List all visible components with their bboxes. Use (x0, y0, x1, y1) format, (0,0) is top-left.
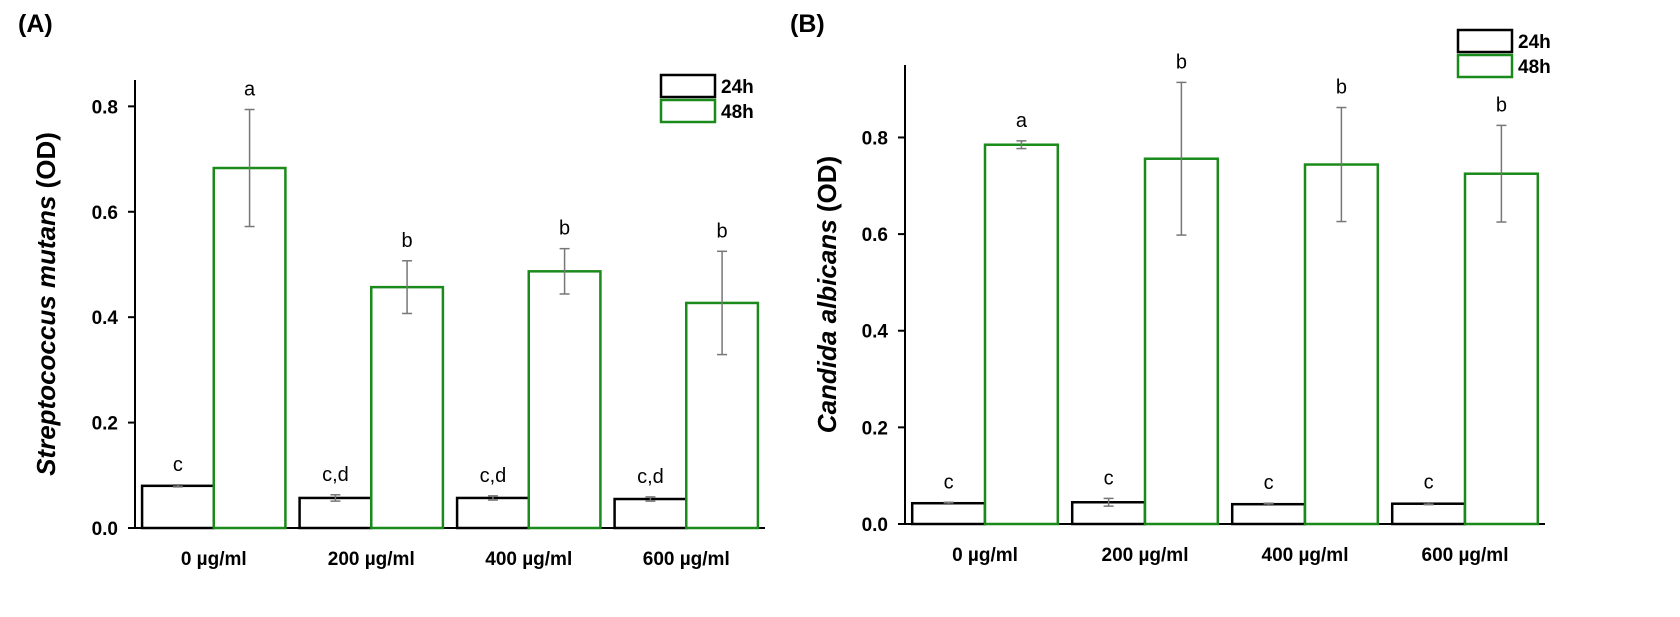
bar-48h-1 (370, 285, 445, 530)
x-tick-label: 600 µg/ml (1422, 545, 1509, 566)
y-tick-label: 0.8 (862, 128, 888, 149)
significance-letter: b (1336, 77, 1347, 99)
x-tick-label: 200 µg/ml (328, 549, 415, 570)
y-tick-label: 0.0 (92, 519, 118, 540)
y-tick-label: 0.2 (862, 418, 888, 439)
significance-letter: c (1424, 472, 1434, 494)
legend-label-24h: 24h (721, 77, 754, 98)
significance-letter: a (1016, 110, 1028, 132)
bar-24h-3 (613, 497, 688, 530)
y-tick-label: 0.6 (862, 225, 888, 246)
significance-letter: b (1176, 51, 1187, 73)
bar-48h-2 (1303, 163, 1380, 526)
significance-letter: c,d (637, 466, 664, 488)
significance-letter: c (1264, 472, 1274, 494)
panel-label: (A) (18, 10, 53, 38)
bar-24h-2 (455, 496, 530, 530)
x-tick-label: 0 µg/ml (181, 549, 247, 570)
significance-letter: b (1496, 94, 1507, 116)
chart-panel-b: (B) 0.0 0.2 0.4 0.6 0.8 Candida albicans (OD) c… (790, 10, 1551, 566)
significance-letter: b (402, 230, 413, 252)
x-tick-label: 0 µg/ml (952, 545, 1018, 566)
legend-label-48h: 48h (721, 102, 754, 123)
legend-swatch-48h (659, 98, 717, 124)
bar-24h-0 (910, 501, 987, 526)
x-tick-label: 200 µg/ml (1102, 545, 1189, 566)
legend-swatch-48h (1456, 53, 1514, 79)
y-tick-label: 0.8 (92, 97, 118, 118)
significance-letter: c,d (322, 464, 349, 486)
bar-48h-0 (983, 143, 1060, 526)
legend-swatch-24h (659, 73, 717, 99)
bar-48h-3 (1463, 172, 1540, 526)
bar-48h-2 (527, 270, 602, 530)
significance-letter: b (717, 220, 728, 242)
bar-24h-2 (1230, 502, 1307, 526)
significance-letter: c (944, 471, 954, 493)
bar-24h-0 (140, 484, 215, 530)
bar-24h-1 (298, 496, 373, 530)
x-tick-label: 400 µg/ml (1262, 545, 1349, 566)
y-axis-label-unit: (OD) (31, 132, 61, 196)
legend-swatch-24h (1456, 28, 1514, 54)
legend-label-48h: 48h (1518, 57, 1551, 78)
significance-letter: c (173, 454, 183, 476)
chart-panel-a: (A) 0.0 0.2 0.4 0.6 0.8 Streptococcus mutans (… (18, 10, 765, 570)
y-axis-label: Streptococcus mutans (OD) (31, 132, 61, 476)
bar-24h-3 (1390, 502, 1467, 526)
y-tick-label: 0.0 (862, 515, 888, 536)
panel-label: (B) (790, 10, 825, 38)
y-axis-label-unit: (OD) (812, 156, 842, 220)
significance-letter: c (1104, 467, 1114, 489)
y-tick-label: 0.4 (92, 308, 119, 329)
y-axis-label-species: Streptococcus mutans (31, 196, 61, 476)
significance-letter: c,d (480, 465, 507, 487)
y-axis-label: Candida albicans (OD) (812, 156, 842, 433)
x-tick-label: 600 µg/ml (643, 549, 730, 570)
significance-letter: a (244, 79, 256, 101)
significance-letter: b (559, 218, 570, 240)
y-tick-label: 0.6 (92, 203, 118, 224)
x-tick-label: 400 µg/ml (485, 549, 572, 570)
y-tick-label: 0.2 (92, 414, 118, 435)
legend-label-24h: 24h (1518, 32, 1551, 53)
y-tick-label: 0.4 (862, 322, 889, 343)
y-axis-label-species: Candida albicans (812, 219, 842, 433)
